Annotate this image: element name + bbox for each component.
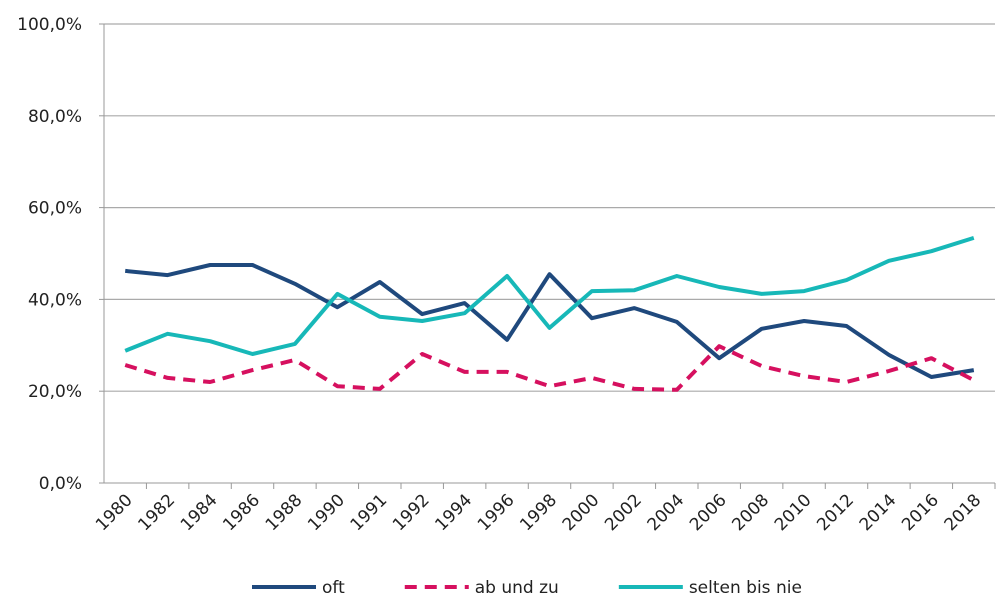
x-tick-label: 1992 xyxy=(389,490,434,535)
x-tick-label: 2012 xyxy=(813,490,858,535)
x-tick-label: 1998 xyxy=(516,490,561,535)
y-tick-label: 40,0% xyxy=(28,290,82,310)
x-tick-label: 2002 xyxy=(601,490,646,535)
y-tick-label: 100,0% xyxy=(17,15,82,35)
x-tick-label: 2016 xyxy=(898,490,943,535)
x-tick-label: 1980 xyxy=(92,490,137,535)
x-tick-label: 2008 xyxy=(728,490,773,535)
legend-label: ab und zu xyxy=(475,578,559,598)
series-line xyxy=(124,344,975,392)
y-tick-label: 20,0% xyxy=(28,382,82,402)
x-tick-label: 2018 xyxy=(941,490,986,535)
x-tick-label: 2006 xyxy=(686,490,731,535)
x-tick-label: 1986 xyxy=(219,490,264,535)
y-tick-label: 0,0% xyxy=(39,474,82,494)
legend-label: selten bis nie xyxy=(689,578,802,598)
y-tick-label: 80,0% xyxy=(28,107,82,127)
x-tick-label: 1991 xyxy=(347,490,392,535)
x-tick-label: 2000 xyxy=(559,490,604,535)
legend-label: oft xyxy=(322,578,345,598)
x-tick-label: 2014 xyxy=(856,490,901,535)
x-tick-label: 1988 xyxy=(262,490,307,535)
x-tick-label: 1982 xyxy=(134,490,179,535)
x-tick-label: 1984 xyxy=(177,490,222,535)
x-tick-label: 1996 xyxy=(474,490,519,535)
x-tick-label: 2004 xyxy=(644,490,689,535)
series-line xyxy=(124,235,975,356)
series-line xyxy=(125,263,975,379)
x-tick-label: 2010 xyxy=(771,490,816,535)
y-tick-label: 60,0% xyxy=(28,199,82,219)
x-tick-label: 1994 xyxy=(431,490,476,535)
x-tick-label: 1990 xyxy=(304,490,349,535)
